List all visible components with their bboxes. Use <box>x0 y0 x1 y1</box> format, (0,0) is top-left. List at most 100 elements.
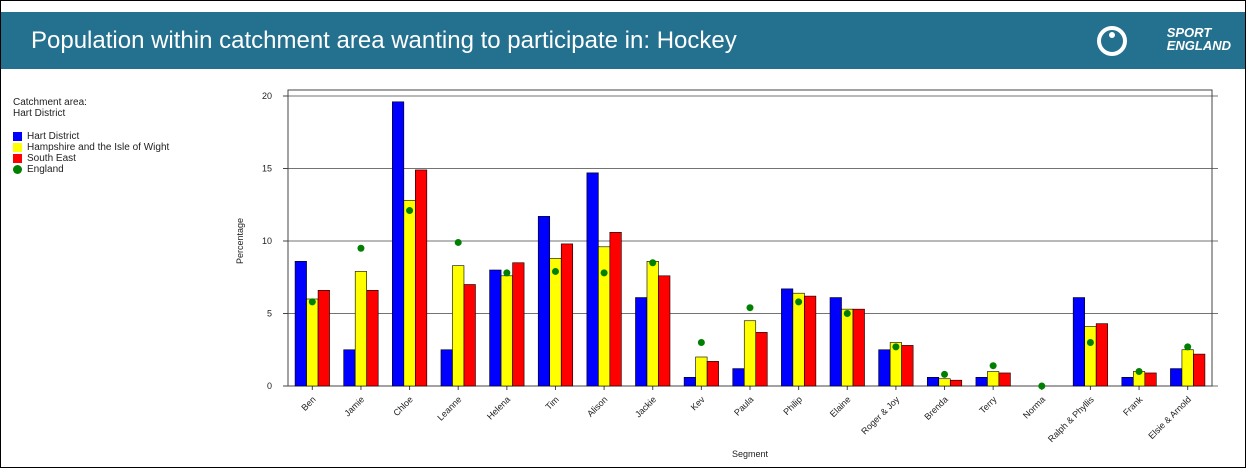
marker <box>941 370 949 378</box>
bar <box>463 284 476 387</box>
x-tick-label: Elsie & Arnold <box>1146 394 1193 441</box>
bar <box>949 379 963 387</box>
bar <box>1144 372 1157 387</box>
x-tick-label: Jackie <box>633 394 658 419</box>
logo-text: ENGLAND <box>1166 38 1231 53</box>
bar <box>549 258 562 387</box>
x-tick-label: Leanne <box>435 394 463 422</box>
y-axis-label: Percentage <box>235 218 245 264</box>
x-axis-label: Segment <box>732 449 769 459</box>
bar <box>560 243 574 387</box>
logo: SPORT ENGLAND <box>1167 26 1231 52</box>
bar <box>841 308 854 387</box>
x-tick-label: Terry <box>977 394 999 416</box>
legend-item: South East <box>13 153 169 164</box>
marker <box>600 269 608 277</box>
catchment-label: Catchment area: <box>13 97 87 108</box>
x-tick-label: Philip <box>781 394 804 417</box>
bar <box>586 172 599 387</box>
marker <box>454 238 462 246</box>
bar <box>926 376 940 387</box>
bar <box>392 101 405 387</box>
marker <box>892 343 900 351</box>
legend-swatch <box>13 132 22 141</box>
bar <box>878 349 891 387</box>
bar <box>452 265 465 387</box>
bar <box>366 289 379 387</box>
y-tick-label: 10 <box>262 236 272 246</box>
bar <box>781 288 794 387</box>
legend-item: Hart District <box>13 131 169 142</box>
bar <box>500 275 513 387</box>
y-tick-label: 5 <box>267 309 272 319</box>
legend-label: South East <box>27 153 76 164</box>
legend-label: Hampshire and the Isle of Wight <box>27 142 170 153</box>
bar <box>987 371 1000 387</box>
x-tick-label: Elaine <box>828 394 853 419</box>
title: Population within catchment area wanting… <box>31 27 737 54</box>
x-tick-label: Brenda <box>922 394 950 422</box>
bar <box>1072 297 1085 387</box>
legend-swatch <box>13 143 22 152</box>
bar <box>512 262 525 387</box>
marker <box>989 362 997 370</box>
bar <box>706 361 719 387</box>
marker <box>1135 368 1143 375</box>
x-tick-label: Jamie <box>342 394 366 418</box>
bar <box>1084 326 1097 387</box>
catchment-value: Hart District <box>13 108 66 119</box>
bar <box>743 320 757 387</box>
bar <box>635 297 648 387</box>
x-tick-label: Chloe <box>391 394 415 418</box>
marker <box>357 244 365 252</box>
x-tick-label: Helena <box>485 394 512 421</box>
marker <box>503 269 511 277</box>
legend-item: Hampshire and the Isle of Wight <box>13 142 169 153</box>
bar <box>317 289 330 387</box>
bar <box>852 308 865 387</box>
bar <box>938 378 951 387</box>
bar <box>489 269 502 387</box>
legend-label: Hart District <box>27 131 80 142</box>
bar <box>804 295 817 387</box>
logo-icon <box>1097 26 1127 56</box>
bar <box>1193 353 1206 387</box>
bar <box>415 169 428 387</box>
x-tick-label: Alison <box>585 394 609 418</box>
x-tick-label: Ben <box>299 394 317 412</box>
bar <box>998 372 1011 387</box>
bar <box>975 376 988 387</box>
bar <box>1121 376 1134 387</box>
bar <box>1181 349 1194 387</box>
marker <box>308 298 316 306</box>
y-tick-label: 20 <box>262 91 272 101</box>
marker <box>795 298 803 306</box>
bar <box>658 275 671 387</box>
marker <box>843 310 851 317</box>
x-tick-label: Paula <box>732 394 755 417</box>
y-tick-label: 0 <box>267 381 272 391</box>
bar <box>609 232 622 387</box>
logo-text: SPORT <box>1166 25 1212 40</box>
legend: Hart District Hampshire and the Isle of W… <box>13 131 169 175</box>
legend-item: England <box>13 164 169 175</box>
marker <box>406 207 414 215</box>
marker <box>697 339 705 346</box>
bar <box>294 260 307 387</box>
x-tick-label: Kev <box>689 394 707 412</box>
bar <box>646 260 659 387</box>
side-panel: Catchment area: Hart District Hart Distr… <box>13 97 169 175</box>
bar <box>403 200 416 387</box>
marker <box>1038 382 1046 390</box>
bar <box>695 356 708 387</box>
bar <box>732 368 745 387</box>
x-tick-label: Frank <box>1121 394 1145 418</box>
x-tick-label: Roger & Joy <box>859 394 901 436</box>
bar <box>598 246 611 387</box>
marker <box>1184 343 1192 351</box>
marker <box>551 267 559 275</box>
legend-label: England <box>27 164 64 175</box>
bar <box>354 271 367 387</box>
